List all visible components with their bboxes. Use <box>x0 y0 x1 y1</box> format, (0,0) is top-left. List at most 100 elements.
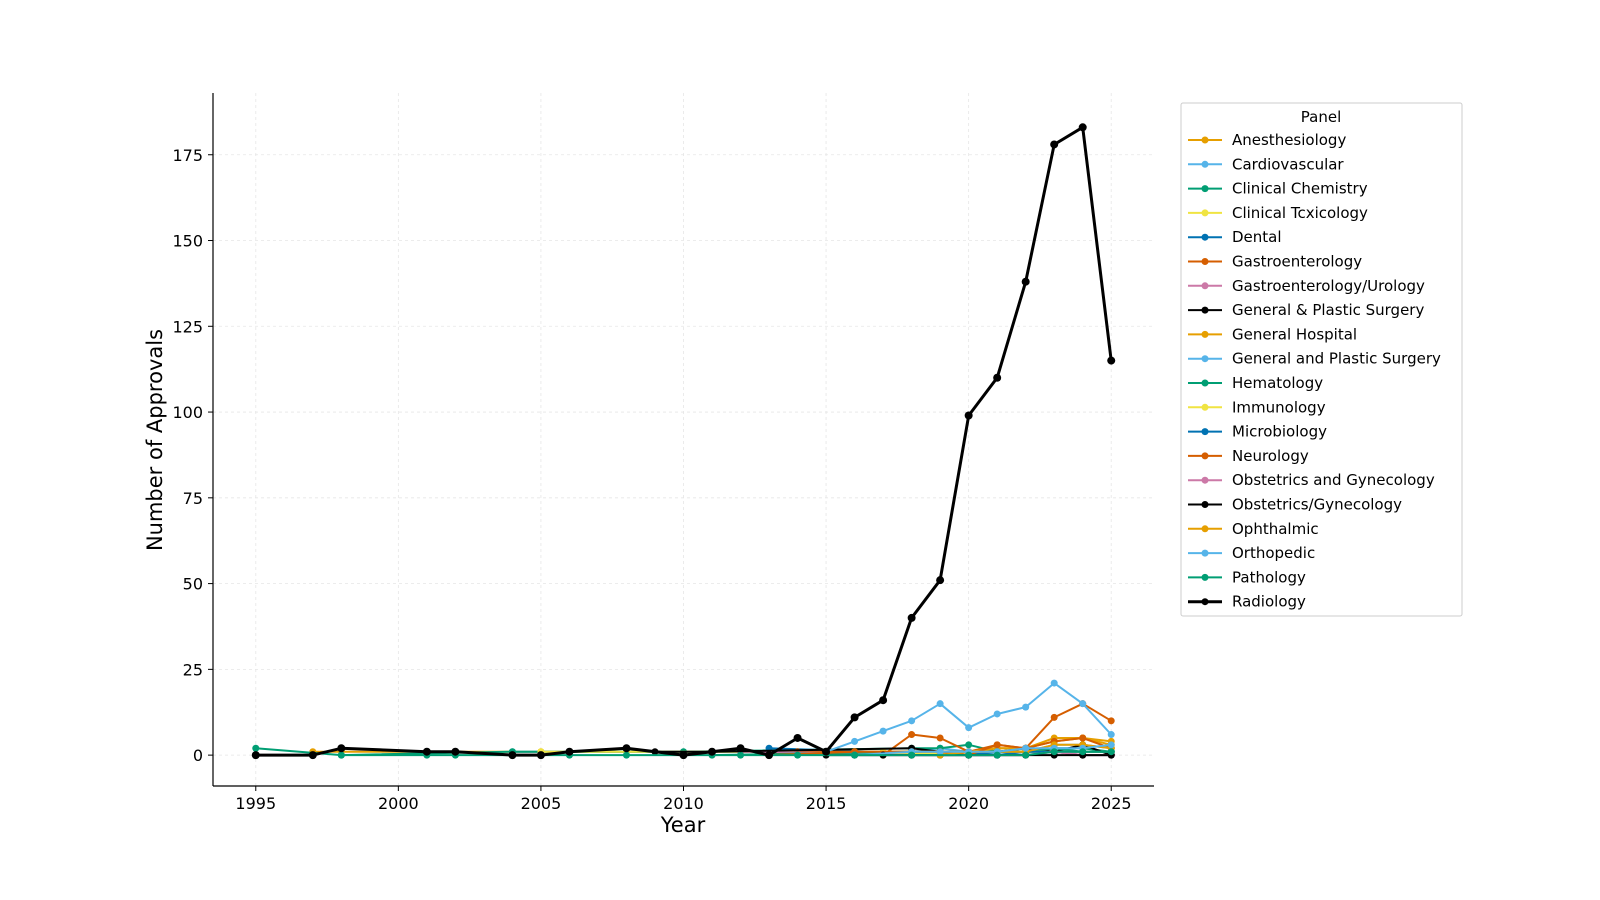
data-point <box>794 751 802 759</box>
y-tick-label: 100 <box>172 403 203 422</box>
data-point <box>964 411 973 420</box>
data-point <box>508 751 517 760</box>
legend-entry: Pathology <box>1188 568 1306 586</box>
data-point <box>1050 140 1059 149</box>
data-point <box>822 747 831 756</box>
data-point <box>993 741 1001 749</box>
data-point <box>936 734 944 742</box>
x-tick-label: 2010 <box>663 794 704 813</box>
data-point <box>879 696 888 705</box>
legend-swatch-marker <box>1201 185 1209 193</box>
x-axis-title: Year <box>660 813 706 837</box>
data-point <box>1107 741 1115 749</box>
legend-items: Anesthesiology Cardiovascular Clinical Che… <box>1188 131 1441 611</box>
data-point <box>1107 731 1115 739</box>
data-point <box>993 710 1001 718</box>
legend-entry: Clinical Tcxicology <box>1188 204 1368 222</box>
legend-label: Dental <box>1232 228 1282 246</box>
legend-label: Cardiovascular <box>1232 155 1344 173</box>
x-tick-label: 1995 <box>235 794 276 813</box>
data-point <box>908 717 916 725</box>
legend-swatch-marker <box>1201 573 1209 581</box>
legend-swatch-marker <box>1201 549 1209 557</box>
legend-swatch-marker <box>1201 282 1209 290</box>
data-point <box>565 747 574 756</box>
data-point <box>337 751 345 759</box>
legend-entry: General Hospital <box>1188 325 1357 343</box>
data-point <box>622 751 630 759</box>
legend-entry: Cardiovascular <box>1188 155 1344 173</box>
data-point <box>1022 751 1030 759</box>
legend-label: Pathology <box>1232 568 1306 586</box>
data-point <box>1107 748 1115 756</box>
legend-swatch-marker <box>1201 258 1209 265</box>
data-point <box>1079 700 1087 708</box>
data-point <box>965 751 973 759</box>
data-point <box>737 751 745 759</box>
data-point <box>993 373 1002 382</box>
legend-entry: Radiology <box>1188 593 1306 611</box>
legend-swatch-marker <box>1201 501 1209 508</box>
legend-label: Obstetrics and Gynecology <box>1232 471 1435 489</box>
legend-label: Anesthesiology <box>1232 131 1346 149</box>
y-tick-label: 125 <box>172 317 203 336</box>
legend-entry: Orthopedic <box>1188 544 1315 562</box>
data-point <box>908 751 916 759</box>
legend-swatch-marker <box>1201 428 1209 436</box>
series-layer <box>251 123 1116 760</box>
legend-swatch-marker <box>1201 403 1209 411</box>
data-point <box>308 751 317 760</box>
legend-label: Radiology <box>1232 593 1306 611</box>
data-point <box>1107 356 1116 365</box>
legend-entry: Gastroenterology/Urology <box>1188 277 1425 295</box>
data-point <box>936 576 945 585</box>
legend-label: Microbiology <box>1232 423 1327 441</box>
legend-label: Obstetrics/Gynecology <box>1232 496 1402 514</box>
data-point <box>1050 748 1058 756</box>
data-point <box>1079 734 1087 742</box>
legend-label: Clinical Tcxicology <box>1232 204 1368 222</box>
legend-entry: Ophthalmic <box>1188 520 1319 538</box>
x-tick-label: 2000 <box>378 794 419 813</box>
data-point <box>851 737 859 745</box>
data-point <box>252 744 260 752</box>
data-point <box>1078 123 1087 132</box>
legend-label: General Hospital <box>1232 325 1357 343</box>
legend: Panel Anesthesiology Cardiovascular Clinic… <box>1180 102 1463 617</box>
legend-entry: Clinical Chemistry <box>1188 180 1368 198</box>
data-point <box>679 751 688 760</box>
x-tick-label: 2015 <box>806 794 847 813</box>
legend-label: Clinical Chemistry <box>1232 180 1368 198</box>
legend-swatch-marker <box>1201 233 1209 241</box>
legend-swatch-marker <box>1201 355 1209 363</box>
grid-layer <box>213 93 1154 786</box>
legend-swatch-marker <box>1201 525 1209 533</box>
data-point <box>1107 717 1115 725</box>
data-point <box>765 751 774 760</box>
legend-entry: Anesthesiology <box>1188 131 1346 149</box>
legend-swatch-marker <box>1201 452 1209 460</box>
data-point <box>965 724 973 732</box>
data-point <box>708 747 717 756</box>
data-point <box>451 747 460 756</box>
y-tick-label: 25 <box>183 660 203 679</box>
legend-swatch-marker <box>1201 598 1209 606</box>
legend-frame <box>1180 102 1463 617</box>
legend-swatch-marker <box>1201 476 1209 484</box>
data-point <box>736 744 745 753</box>
legend-swatch-marker <box>1201 160 1209 168</box>
legend-entry: Obstetrics and Gynecology <box>1188 471 1435 489</box>
data-point <box>1079 748 1087 756</box>
data-point <box>908 731 916 739</box>
data-point <box>936 700 944 708</box>
legend-entry: Hematology <box>1188 374 1323 392</box>
legend-swatch-marker <box>1201 306 1209 314</box>
series-radiology <box>251 123 1116 760</box>
y-tick-label: 150 <box>172 232 203 251</box>
legend-swatch-marker <box>1201 209 1209 217</box>
legend-entry: Obstetrics/Gynecology <box>1188 496 1402 514</box>
data-point <box>251 751 260 760</box>
data-point <box>422 747 431 756</box>
legend-entry: Dental <box>1188 228 1282 246</box>
